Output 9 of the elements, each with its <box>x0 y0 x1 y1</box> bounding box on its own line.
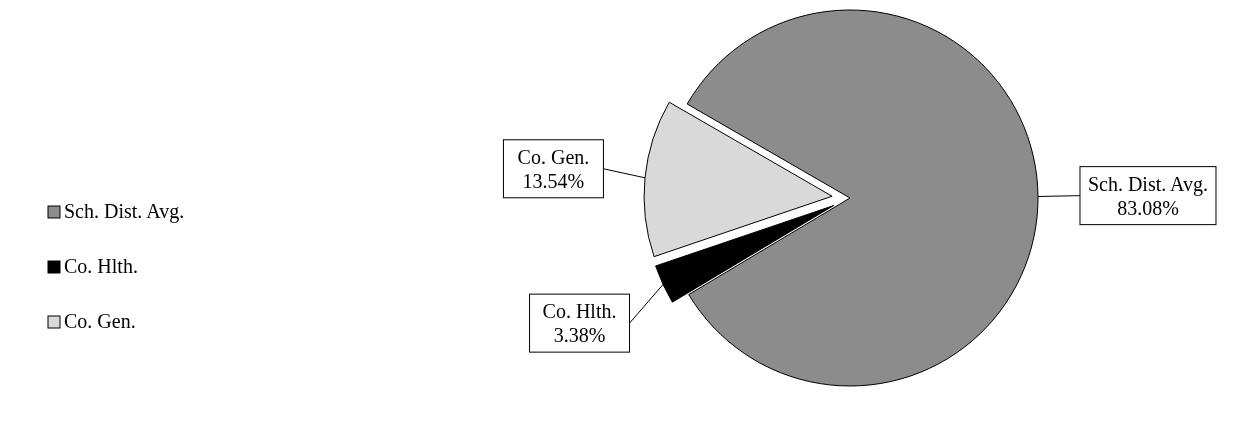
legend-label: Sch. Dist. Avg. <box>64 200 185 223</box>
slice-label: Sch. Dist. Avg. <box>1087 172 1209 196</box>
slice-label: Co. Hlth. <box>542 300 617 323</box>
data-label: 83.08% <box>1117 196 1179 219</box>
legend-label: Co. Gen. <box>64 310 136 332</box>
data-label: 3.38% <box>553 324 606 347</box>
data-label: 13.54% <box>522 169 585 192</box>
legend-label: Co. Hlth. <box>64 255 138 277</box>
slice-label: Co. Gen. <box>517 145 590 168</box>
